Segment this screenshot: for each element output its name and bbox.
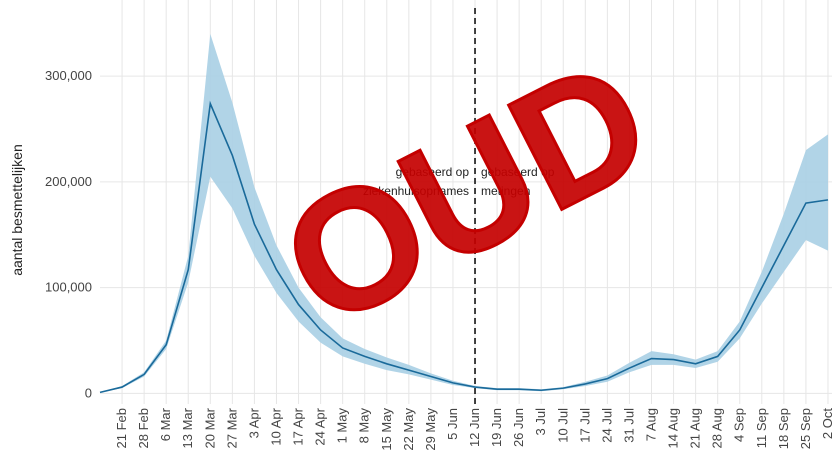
x-tick-label: 8 May: [357, 408, 372, 444]
y-tick-label: 300,000: [45, 68, 92, 83]
x-tick-label: 14 Aug: [666, 408, 681, 449]
annotation: gebaseerd op: [396, 165, 470, 179]
x-tick-label: 1 May: [335, 408, 350, 444]
x-tick-label: 19 Jun: [489, 408, 504, 447]
x-tick-label: 27 Mar: [224, 407, 239, 448]
x-tick-label: 29 May: [423, 408, 438, 451]
x-tick-label: 21 Feb: [114, 408, 129, 448]
x-tick-label: 28 Feb: [136, 408, 151, 448]
x-tick-label: 3 Apr: [246, 407, 261, 438]
x-tick-label: 10 Apr: [268, 407, 283, 445]
line: [99, 100, 829, 394]
x-tick-label: 26 Jun: [511, 408, 526, 447]
x-tick-label: 24 Jul: [599, 408, 614, 443]
x-tick-label: 17 Jul: [577, 408, 592, 443]
stamp: OUD: [255, 22, 678, 363]
x-tick-label: 24 Apr: [313, 407, 328, 445]
confidence-band: [100, 33, 828, 393]
x-tick-label: 3 Jul: [533, 408, 548, 436]
x-tick-label: 21 Aug: [688, 408, 703, 449]
x-tick-label: 20 Mar: [202, 407, 217, 448]
y-tick-label: 0: [85, 385, 92, 400]
y-tick-label: 200,000: [45, 174, 92, 189]
x-tick-label: 11 Sep: [754, 408, 769, 448]
x-tick-label: 13 Mar: [180, 407, 195, 448]
x-tick-label: 12 Jun: [467, 408, 482, 447]
x-tick-label: 28 Aug: [710, 408, 725, 449]
x-tick-label: 4 Sep: [732, 408, 747, 442]
x-tick-label: 22 May: [401, 408, 416, 451]
x-tick-label: 25 Sep: [798, 408, 813, 449]
x-tick-label: 10 Jul: [555, 408, 570, 443]
y-axis-label: aantal besmettelijken: [9, 144, 25, 276]
annotation: ziekenhuisopnames: [363, 184, 469, 198]
x-tick-label: 31 Jul: [621, 408, 636, 443]
x-tick-label: 6 Mar: [158, 407, 173, 441]
x-tick-label: 17 Apr: [291, 407, 306, 445]
x-tick-label: 5 Jun: [445, 408, 460, 440]
x-tick-label: 7 Aug: [644, 408, 659, 441]
annotation: gebaseerd op: [481, 165, 555, 179]
x-tick-label: 15 May: [379, 408, 394, 451]
y-tick-label: 100,000: [45, 280, 92, 295]
x-tick-label: 18 Sep: [776, 408, 791, 449]
annotation: metingen: [481, 184, 530, 198]
x-tick-label: 2 Oct: [820, 408, 832, 439]
